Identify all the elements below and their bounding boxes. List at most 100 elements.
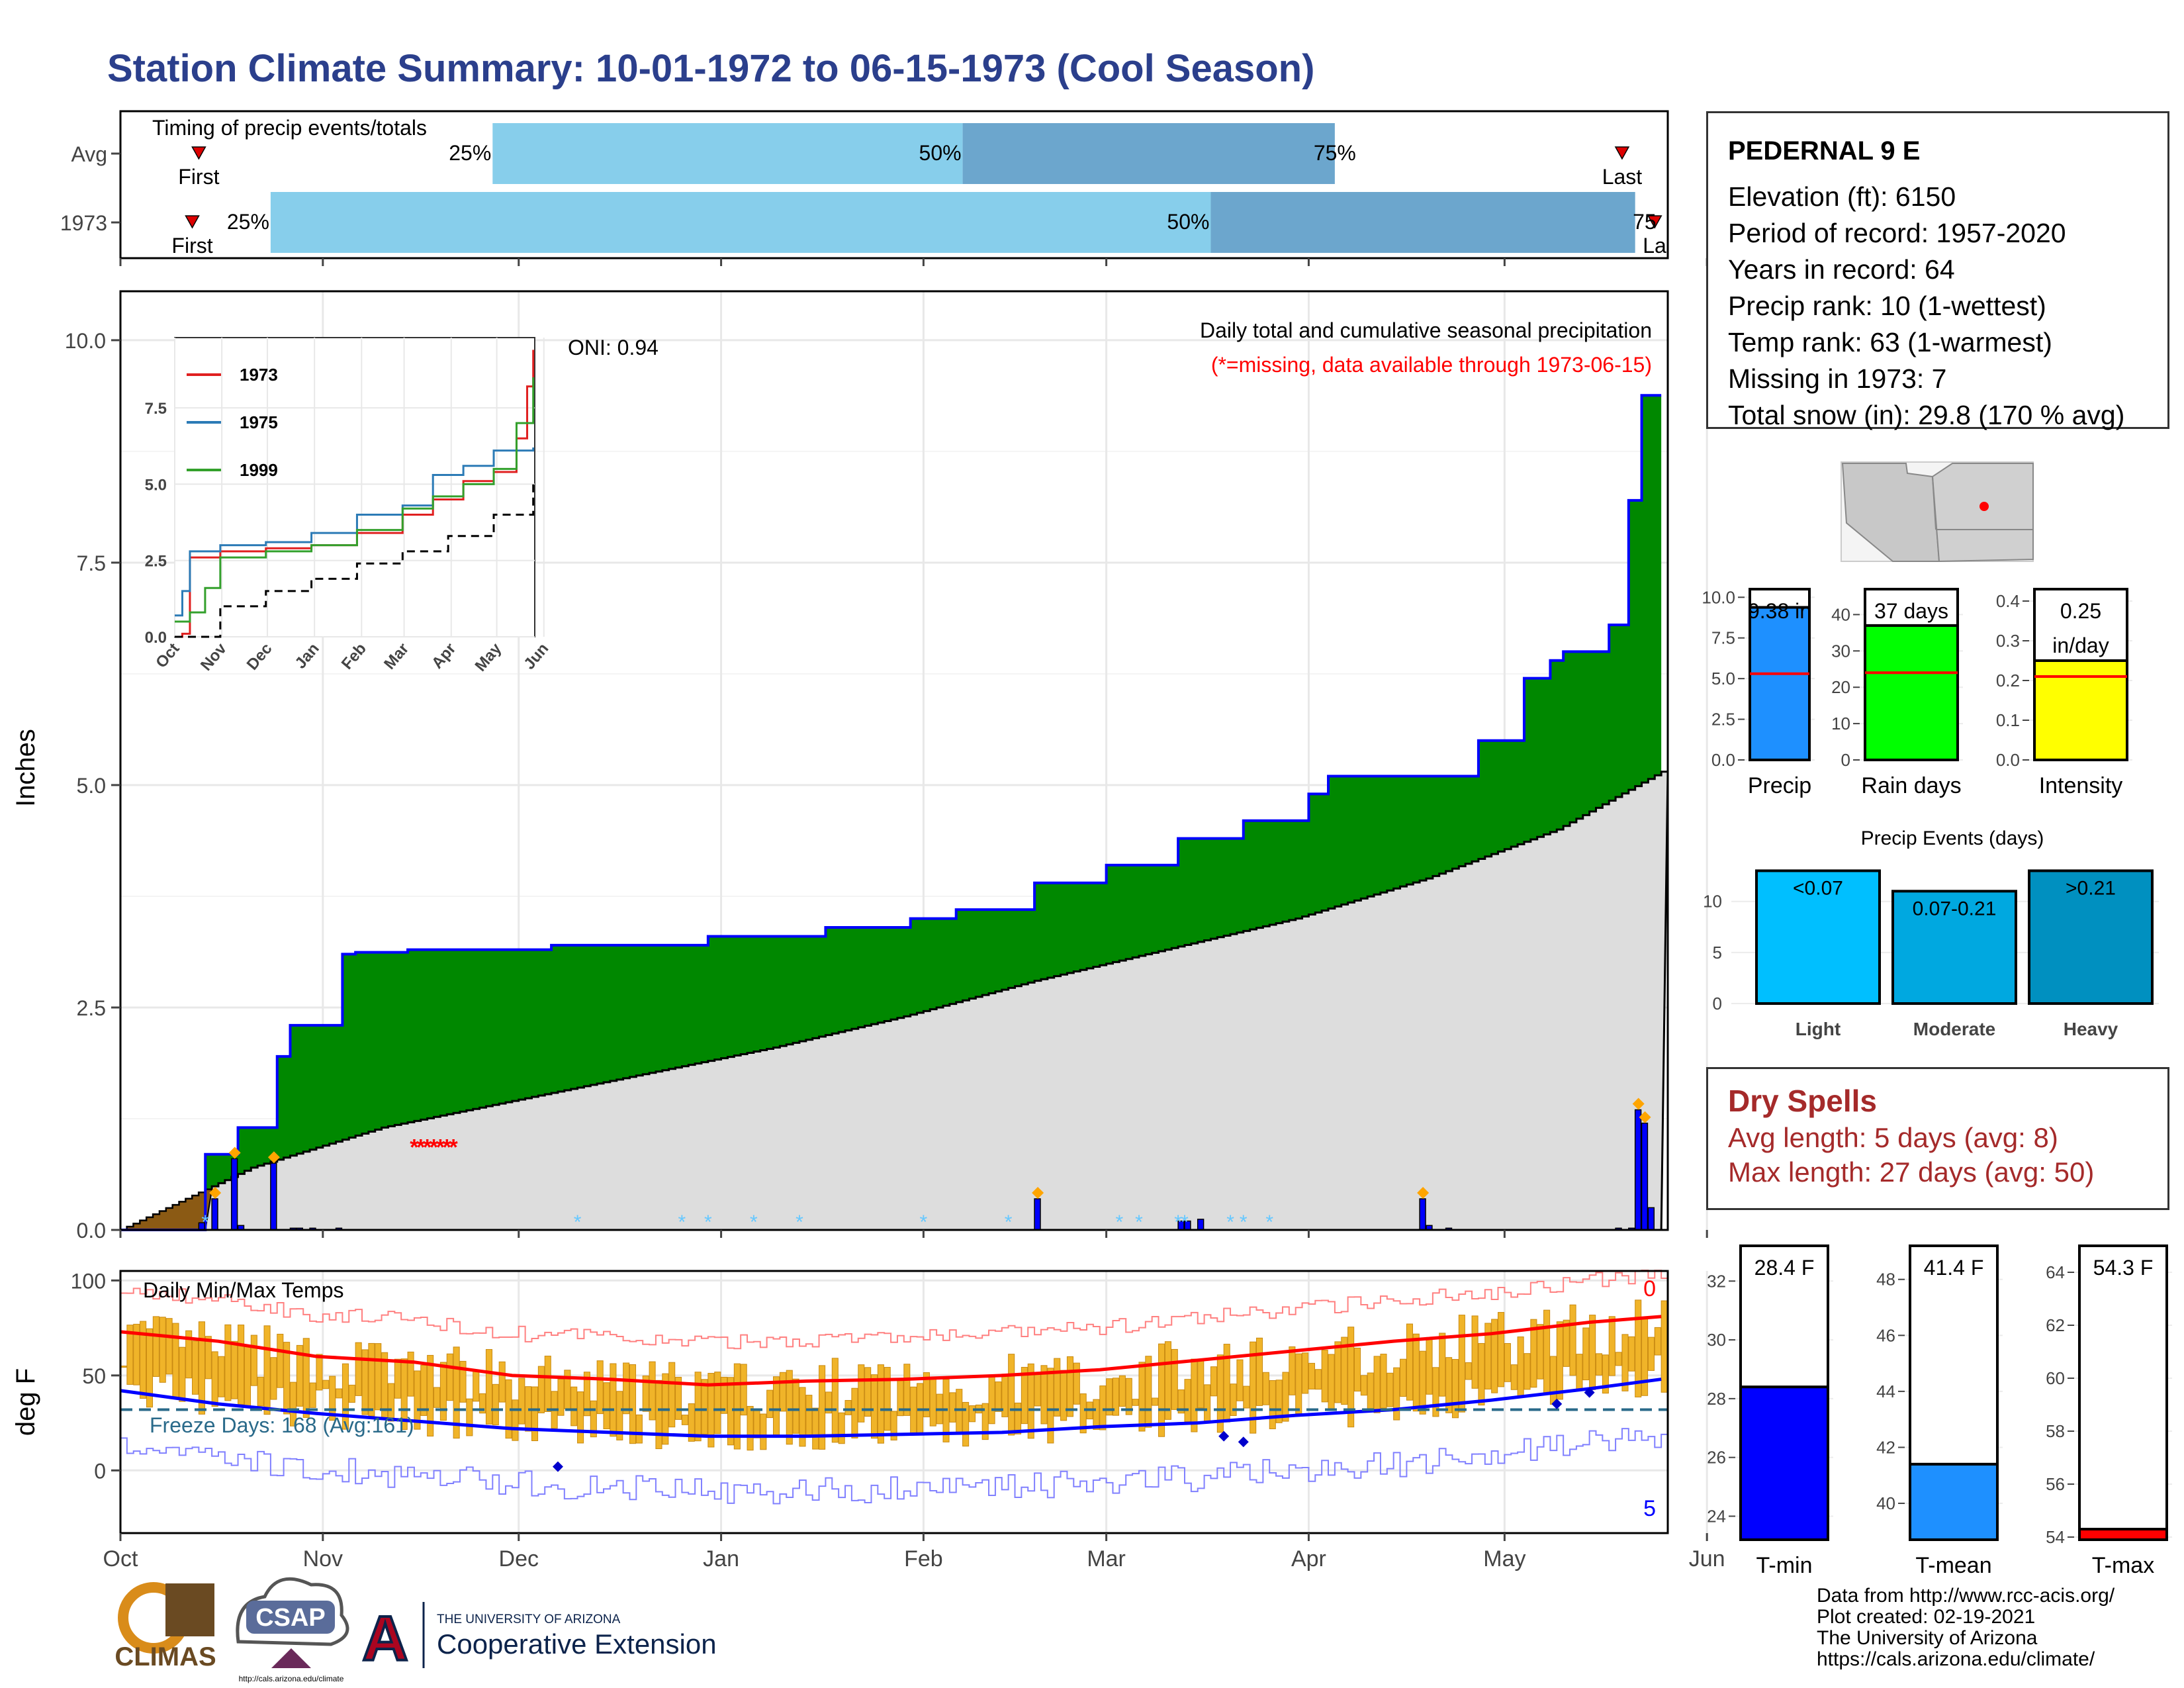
daily-temp-bar <box>479 1393 486 1414</box>
daily-temp-bar <box>988 1375 995 1425</box>
dry-spells-avg: Avg length: 5 days (avg: 8) <box>1728 1122 2058 1153</box>
temp-panel-title: Daily Min/Max Temps <box>143 1278 343 1302</box>
inset-ytick: 5.0 <box>145 476 167 494</box>
daily-temp-bar <box>570 1386 578 1427</box>
daily-temp-bar <box>1184 1379 1191 1423</box>
daily-temp-bar <box>1015 1402 1022 1434</box>
daily-temp-bar <box>995 1381 1002 1412</box>
daily-temp-bar <box>1589 1315 1596 1390</box>
first-label: First <box>178 165 219 189</box>
ytick-label: 7.5 <box>1711 628 1735 648</box>
daily-temp-bar <box>473 1369 480 1402</box>
value-box <box>1909 1244 1999 1466</box>
station-line: Total snow (in): 29.8 (170 % avg) <box>1728 400 2125 430</box>
daily-temp-bar <box>844 1399 852 1415</box>
timing-bar-50-75 <box>1210 192 1635 253</box>
daily-precip-bar <box>1419 1198 1426 1231</box>
daily-temp-bar <box>341 1363 349 1430</box>
summary-bar <box>1864 624 1959 761</box>
daily-temp-bar <box>1432 1367 1439 1417</box>
daily-temp-bar <box>179 1346 186 1402</box>
daily-temp-bar <box>590 1400 597 1438</box>
page-title: Station Climate Summary: 10-01-1972 to 0… <box>107 47 1315 90</box>
ytick-label: 0 <box>1841 750 1850 770</box>
ytick-label: 20 <box>1831 677 1850 697</box>
daily-temp-bar <box>1295 1353 1302 1415</box>
ytick-label: 24 <box>1707 1506 1726 1526</box>
ytick-label: 0.4 <box>1996 591 2020 611</box>
ytick-label: 44 <box>1876 1382 1895 1401</box>
daily-temp-bar <box>1275 1380 1283 1423</box>
daily-temp-bar <box>923 1372 930 1417</box>
ytick-label: 0 <box>94 1459 106 1483</box>
daily-temp-bar <box>1040 1365 1048 1425</box>
daily-precip-bar <box>230 1158 238 1231</box>
inset-series-line <box>175 377 535 623</box>
daily-temp-bar <box>1243 1385 1250 1409</box>
events-title: Precip Events (days) <box>1861 827 2044 849</box>
daily-temp-bar <box>1308 1362 1316 1389</box>
daily-temp-bar <box>1256 1337 1263 1406</box>
snow-marker <box>228 1147 241 1159</box>
inset-ytick: 2.5 <box>145 553 167 571</box>
daily-temp-bar <box>387 1383 395 1422</box>
month-label: Dec <box>499 1546 539 1571</box>
daily-temp-bar <box>244 1345 251 1408</box>
csap-logo-badge <box>246 1601 335 1634</box>
daily-temp-bar <box>884 1367 891 1431</box>
daily-temp-bar <box>623 1362 630 1415</box>
daily-temp-bar <box>1152 1397 1159 1406</box>
daily-temp-bar <box>1204 1384 1211 1424</box>
daily-temp-bar <box>792 1378 799 1434</box>
daily-temp-bar <box>1478 1342 1485 1406</box>
daily-temp-bar <box>283 1342 291 1415</box>
daily-temp-bar <box>1524 1353 1531 1390</box>
inset-legend-label: 1975 <box>240 412 278 432</box>
daily-temp-bar <box>1628 1336 1635 1372</box>
snow-star: * <box>750 1211 758 1233</box>
daily-temp-bar <box>1543 1309 1551 1394</box>
p50-label: 50% <box>919 141 962 165</box>
ytick-label: 10.0 <box>65 329 106 353</box>
daily-temp-bar <box>779 1372 786 1412</box>
daily-temp-bar <box>1132 1399 1139 1406</box>
daily-temp-bar <box>238 1325 245 1405</box>
daily-temp-bar <box>544 1356 551 1412</box>
daily-temp-bar <box>1530 1319 1537 1388</box>
daily-temp-bar <box>747 1405 754 1451</box>
ytick-label: 5.0 <box>1711 669 1735 688</box>
missing-marker: * <box>436 1135 445 1160</box>
ytick-label: 0 <box>1713 994 1722 1013</box>
missing-marker: * <box>449 1135 458 1160</box>
daily-temp-bar <box>1321 1349 1328 1403</box>
month-label: Apr <box>1291 1546 1326 1571</box>
daily-temp-bar <box>1426 1336 1433 1395</box>
ua-logo-a: A <box>362 1603 408 1674</box>
event-category-label: Heavy <box>2064 1019 2118 1039</box>
station-line: Period of record: 1957-2020 <box>1728 218 2066 248</box>
daily-temp-bar <box>1654 1327 1661 1356</box>
value-box <box>2078 1244 2168 1530</box>
daily-temp-bar <box>1360 1375 1367 1396</box>
daily-temp-bar <box>1054 1358 1061 1417</box>
daily-temp-bar <box>1647 1336 1655 1371</box>
daily-temp-bar <box>910 1386 917 1434</box>
bar-category-label: T-mean <box>1915 1553 1991 1578</box>
daily-temp-bar <box>890 1411 897 1440</box>
daily-temp-bar <box>805 1395 813 1438</box>
dry-spells-title: Dry Spells <box>1728 1084 1877 1118</box>
daily-temp-bar <box>1197 1358 1205 1409</box>
ytick-label: 30 <box>1831 641 1850 661</box>
daily-temp-bar <box>596 1360 604 1415</box>
first-marker <box>185 215 200 229</box>
daily-temp-bar <box>577 1391 584 1444</box>
daily-temp-bar <box>688 1403 695 1442</box>
daily-temp-bar <box>205 1336 212 1380</box>
record-marker <box>1218 1430 1230 1442</box>
snow-star: * <box>1135 1211 1143 1233</box>
ytick-label: 7.5 <box>77 551 106 575</box>
p25-label: 25% <box>449 141 491 165</box>
daily-temp-bar <box>675 1376 682 1420</box>
timing-panel: Timing of precip events/totals Avg First La… <box>60 110 1708 266</box>
daily-temp-bar <box>1549 1356 1557 1405</box>
